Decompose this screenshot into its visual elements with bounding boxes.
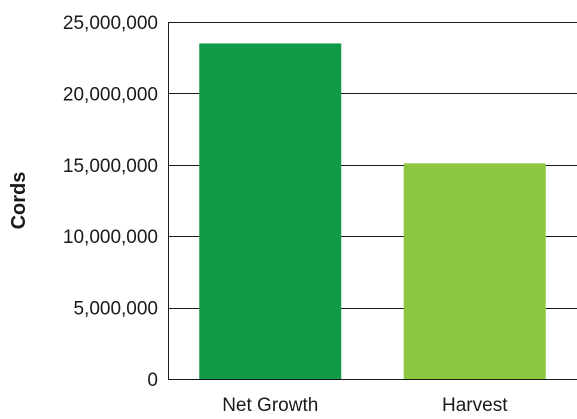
bars — [199, 43, 546, 380]
y-tick-label: 20,000,000 — [63, 84, 158, 105]
axes — [168, 22, 577, 380]
bar-harvest — [403, 163, 546, 379]
y-axis-title: Cords — [8, 172, 30, 230]
y-tick-label: 5,000,000 — [73, 299, 158, 320]
bar-net-growth — [199, 43, 342, 380]
y-tick-label: 0 — [147, 370, 158, 391]
y-tick-label: 10,000,000 — [63, 227, 158, 248]
y-tick-labels: 0 5,000,000 10,000,000 15,000,000 20,000,000… — [63, 13, 158, 391]
y-tick-label: 25,000,000 — [63, 13, 158, 34]
x-category-label: Harvest — [442, 395, 508, 416]
x-category-labels: Net Growth Harvest — [222, 395, 508, 416]
y-tick-label: 15,000,000 — [63, 156, 158, 177]
x-category-label: Net Growth — [222, 395, 318, 416]
